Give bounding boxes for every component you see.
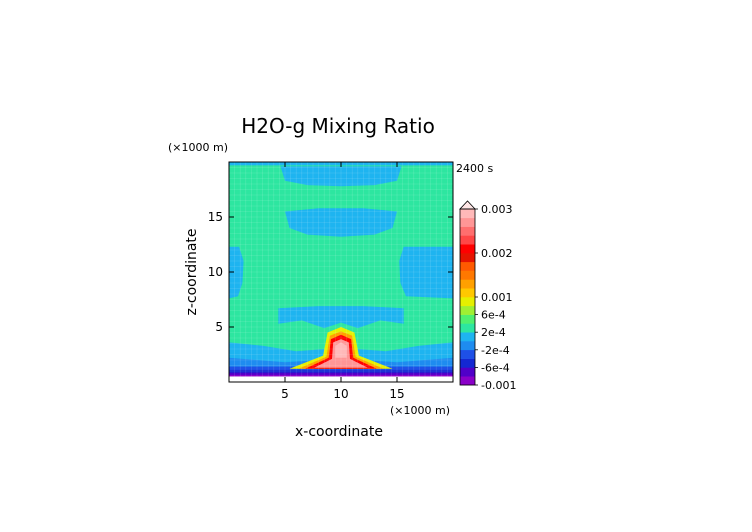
x-axis-label: x-coordinate bbox=[295, 424, 383, 440]
region-lower-band bbox=[278, 306, 404, 329]
y-tick-label: 5 bbox=[215, 320, 223, 334]
region-mid-blob bbox=[285, 208, 397, 237]
colorbar-swatch bbox=[460, 261, 475, 271]
colorbar-label: 0.001 bbox=[481, 291, 513, 304]
colorbar-swatch bbox=[460, 341, 475, 351]
y-unit-label: (×1000 m) bbox=[168, 141, 228, 154]
colorbar-label: -6e-4 bbox=[481, 361, 510, 374]
colorbar-swatch bbox=[460, 209, 475, 219]
chart-title: H2O-g Mixing Ratio bbox=[241, 114, 435, 138]
y-axis-label: z-coordinate bbox=[184, 228, 200, 315]
colorbar-swatch bbox=[460, 323, 475, 333]
colorbar-overflow-arrow bbox=[459, 200, 476, 210]
colorbar-label: -0.001 bbox=[481, 379, 516, 392]
colorbar-swatch bbox=[460, 367, 475, 377]
colorbar-swatch bbox=[460, 297, 475, 307]
y-tick-label: 10 bbox=[208, 265, 223, 279]
colorbar-label: 0.003 bbox=[481, 203, 513, 216]
x-unit-label: (×1000 m) bbox=[390, 404, 450, 417]
axis-ticks: 5 10 15 5 10 15 bbox=[208, 162, 453, 401]
colorbar-swatch bbox=[460, 358, 475, 368]
region-plume-core bbox=[335, 342, 347, 358]
x-tick-label: 10 bbox=[333, 387, 348, 401]
time-label: 2400 s bbox=[456, 162, 493, 175]
region-surface-4 bbox=[229, 374, 453, 377]
colorbar-swatch bbox=[460, 288, 475, 298]
colorbar-swatch bbox=[460, 349, 475, 359]
colorbar-swatch bbox=[460, 253, 475, 263]
region-right-lobe bbox=[399, 246, 453, 299]
colorbar-swatch bbox=[460, 235, 475, 245]
colorbar-label: 6e-4 bbox=[481, 309, 506, 322]
colorbar-swatch bbox=[460, 226, 475, 236]
colorbar-label: 2e-4 bbox=[481, 326, 506, 339]
colorbar-label: -2e-4 bbox=[481, 344, 510, 357]
plot-area bbox=[229, 162, 453, 382]
colorbar-swatch bbox=[460, 279, 475, 289]
colorbar-swatch bbox=[460, 376, 475, 386]
colorbar: -0.001 -6e-4 -2e-4 2e-4 6e-4 0.001 0.002 0.003 bbox=[459, 200, 516, 392]
colorbar-swatch bbox=[460, 217, 475, 227]
x-tick-label: 15 bbox=[389, 387, 404, 401]
colorbar-swatch bbox=[460, 270, 475, 280]
colorbar-swatch bbox=[460, 305, 475, 315]
x-tick-label: 5 bbox=[281, 387, 289, 401]
colorbar-swatch bbox=[460, 332, 475, 342]
region-upper-left-arc bbox=[280, 166, 402, 187]
y-tick-label: 15 bbox=[208, 210, 223, 224]
colorbar-swatch bbox=[460, 314, 475, 324]
region-surface-3 bbox=[229, 372, 453, 377]
grid-lines bbox=[229, 162, 453, 382]
colorbar-label: 0.002 bbox=[481, 247, 513, 260]
region-left-lobe bbox=[229, 246, 244, 299]
colorbar-swatch bbox=[460, 244, 475, 254]
